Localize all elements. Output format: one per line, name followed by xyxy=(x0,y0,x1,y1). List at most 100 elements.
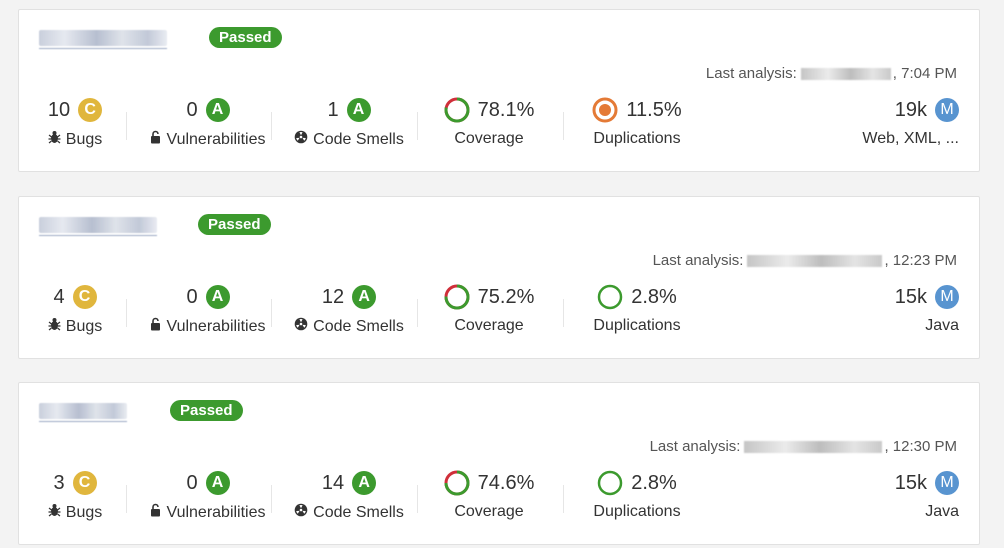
coverage-donut-icon xyxy=(444,97,470,123)
coverage-label: Coverage xyxy=(454,317,524,334)
duplications-label: Duplications xyxy=(593,130,681,147)
code-smells-rating[interactable]: A xyxy=(352,471,377,495)
radioactive-icon xyxy=(294,130,308,149)
divider xyxy=(417,299,418,327)
project-name-link[interactable] xyxy=(39,403,127,422)
redacted-date xyxy=(800,67,891,80)
divider xyxy=(271,112,272,140)
quality-gate-badge[interactable]: Passed xyxy=(209,27,282,48)
last-analysis-label: Last analysis: xyxy=(652,252,744,269)
last-analysis-time: , 12:23 PM xyxy=(884,252,957,269)
bugs-rating[interactable]: C xyxy=(72,471,97,495)
vulnerabilities-rating[interactable]: A xyxy=(205,471,230,495)
languages: Java xyxy=(925,503,959,520)
vulnerabilities-count: 0 xyxy=(186,285,198,308)
code-smells-metric[interactable]: 12 A Code Smells xyxy=(289,281,409,336)
duplications-metric[interactable]: 2.8% Duplications xyxy=(583,467,691,521)
divider xyxy=(271,299,272,327)
bugs-count: 4 xyxy=(53,285,65,308)
coverage-value: 74.6% xyxy=(477,471,535,494)
radioactive-icon xyxy=(294,317,308,336)
lock-icon xyxy=(150,130,161,149)
last-analysis-label: Last analysis: xyxy=(649,438,741,455)
code-smells-count: 14 xyxy=(321,471,345,494)
project-name-link[interactable] xyxy=(39,30,167,49)
code-smells-metric[interactable]: 14 A Code Smells xyxy=(289,467,409,522)
bug-icon xyxy=(48,317,61,336)
bugs-label: Bugs xyxy=(65,130,103,148)
duplications-label: Duplications xyxy=(593,503,681,520)
bug-icon xyxy=(48,130,61,149)
duplications-value: 11.5% xyxy=(626,98,682,121)
bugs-label: Bugs xyxy=(65,503,103,521)
duplications-ok-icon xyxy=(597,470,623,496)
project-card: Passed Last analysis: , 7:04 PM 10 C Bugs… xyxy=(18,9,980,172)
vulnerabilities-rating[interactable]: A xyxy=(205,98,230,122)
divider xyxy=(417,112,418,140)
size-rating: M xyxy=(935,471,959,495)
size-metric[interactable]: 15k M Java xyxy=(839,467,959,521)
divider xyxy=(563,112,564,140)
code-smells-count: 12 xyxy=(321,285,345,308)
last-analysis-label: Last analysis: xyxy=(705,65,797,82)
coverage-value: 75.2% xyxy=(477,285,535,308)
last-analysis: Last analysis: , 12:30 PM xyxy=(650,438,957,455)
divider xyxy=(126,112,127,140)
code-smells-label: Code Smells xyxy=(313,130,404,148)
last-analysis: Last analysis: , 7:04 PM xyxy=(706,65,957,82)
size-rating: M xyxy=(935,98,959,122)
bugs-metric[interactable]: 10 C Bugs xyxy=(37,94,113,149)
duplications-label: Duplications xyxy=(593,317,681,334)
size-rating: M xyxy=(935,285,959,309)
vulnerabilities-count: 0 xyxy=(186,471,198,494)
coverage-metric[interactable]: 74.6% Coverage xyxy=(433,467,545,521)
size-metric[interactable]: 19k M Web, XML, ... xyxy=(839,94,959,148)
vulnerabilities-label: Vulnerabilities xyxy=(166,317,266,335)
bugs-label: Bugs xyxy=(65,317,103,335)
lines-of-code: 15k xyxy=(894,285,927,308)
divider xyxy=(563,485,564,513)
last-analysis: Last analysis: , 12:23 PM xyxy=(653,252,957,269)
duplications-value: 2.8% xyxy=(631,285,677,308)
quality-gate-badge[interactable]: Passed xyxy=(198,214,271,235)
last-analysis-time: , 12:30 PM xyxy=(884,438,957,455)
lines-of-code: 15k xyxy=(894,471,927,494)
duplications-ok-icon xyxy=(597,284,623,310)
code-smells-count: 1 xyxy=(327,98,339,121)
duplications-warning-icon xyxy=(592,97,618,123)
code-smells-rating[interactable]: A xyxy=(346,98,371,122)
size-metric[interactable]: 15k M Java xyxy=(839,281,959,335)
duplications-metric[interactable]: 11.5% Duplications xyxy=(583,94,691,148)
last-analysis-time: , 7:04 PM xyxy=(892,65,957,82)
bugs-rating[interactable]: C xyxy=(78,98,103,122)
coverage-metric[interactable]: 78.1% Coverage xyxy=(433,94,545,148)
coverage-label: Coverage xyxy=(454,503,524,520)
bugs-count: 10 xyxy=(47,98,71,121)
vulnerabilities-rating[interactable]: A xyxy=(205,285,230,309)
divider xyxy=(563,299,564,327)
code-smells-rating[interactable]: A xyxy=(352,285,377,309)
duplications-metric[interactable]: 2.8% Duplications xyxy=(583,281,691,335)
coverage-metric[interactable]: 75.2% Coverage xyxy=(433,281,545,335)
coverage-value: 78.1% xyxy=(477,98,535,121)
vulnerabilities-label: Vulnerabilities xyxy=(166,503,266,521)
divider xyxy=(126,299,127,327)
quality-gate-badge[interactable]: Passed xyxy=(170,400,243,421)
bugs-rating[interactable]: C xyxy=(72,285,97,309)
coverage-donut-icon xyxy=(444,284,470,310)
duplications-value: 2.8% xyxy=(631,471,677,494)
vulnerabilities-count: 0 xyxy=(186,98,198,121)
lines-of-code: 19k xyxy=(894,98,927,121)
divider xyxy=(271,485,272,513)
code-smells-label: Code Smells xyxy=(313,317,404,335)
project-name-link[interactable] xyxy=(39,217,157,236)
bug-icon xyxy=(48,503,61,522)
